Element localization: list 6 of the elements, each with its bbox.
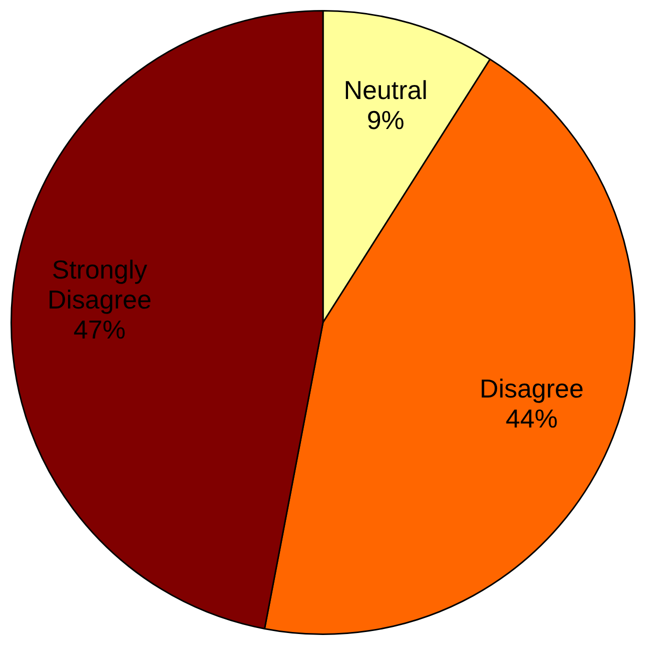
slice-label: Strongly Disagree bbox=[48, 254, 152, 315]
data-label: 44% bbox=[506, 403, 558, 434]
slice-label: Neutral bbox=[344, 75, 428, 106]
data-label: 9% bbox=[366, 105, 404, 136]
data-label: 47% bbox=[74, 314, 126, 345]
slice-label: Disagree bbox=[480, 373, 584, 404]
